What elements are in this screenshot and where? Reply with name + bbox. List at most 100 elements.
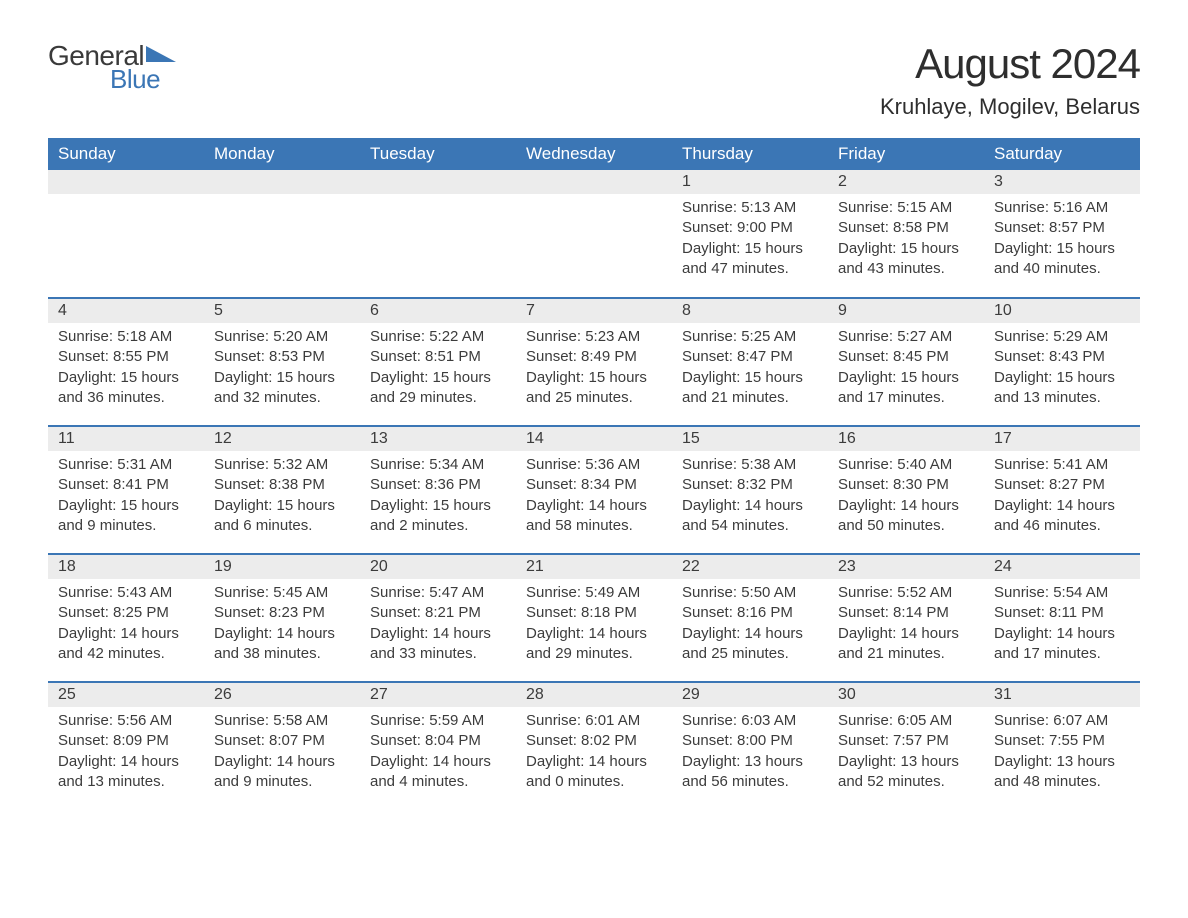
day-number: 28 bbox=[516, 683, 672, 707]
day-details: Sunrise: 5:15 AMSunset: 8:58 PMDaylight:… bbox=[828, 194, 984, 287]
day-details: Sunrise: 5:22 AMSunset: 8:51 PMDaylight:… bbox=[360, 323, 516, 416]
day-header-row: SundayMondayTuesdayWednesdayThursdayFrid… bbox=[48, 138, 1140, 170]
day-number: 20 bbox=[360, 555, 516, 579]
day-details: Sunrise: 5:32 AMSunset: 8:38 PMDaylight:… bbox=[204, 451, 360, 544]
day-number: 1 bbox=[672, 170, 828, 194]
day-details: Sunrise: 6:05 AMSunset: 7:57 PMDaylight:… bbox=[828, 707, 984, 800]
calendar-cell: 28Sunrise: 6:01 AMSunset: 8:02 PMDayligh… bbox=[516, 682, 672, 810]
day-number: 11 bbox=[48, 427, 204, 451]
calendar-cell: 1Sunrise: 5:13 AMSunset: 9:00 PMDaylight… bbox=[672, 170, 828, 298]
location-subtitle: Kruhlaye, Mogilev, Belarus bbox=[880, 94, 1140, 120]
day-details: Sunrise: 5:54 AMSunset: 8:11 PMDaylight:… bbox=[984, 579, 1140, 672]
page-header: General Blue August 2024 Kruhlaye, Mogil… bbox=[48, 40, 1140, 120]
day-header: Saturday bbox=[984, 138, 1140, 170]
day-details: Sunrise: 5:36 AMSunset: 8:34 PMDaylight:… bbox=[516, 451, 672, 544]
calendar-cell: 31Sunrise: 6:07 AMSunset: 7:55 PMDayligh… bbox=[984, 682, 1140, 810]
day-details: Sunrise: 5:13 AMSunset: 9:00 PMDaylight:… bbox=[672, 194, 828, 287]
calendar-cell bbox=[204, 170, 360, 298]
day-number: 15 bbox=[672, 427, 828, 451]
day-details: Sunrise: 5:59 AMSunset: 8:04 PMDaylight:… bbox=[360, 707, 516, 800]
calendar-cell: 13Sunrise: 5:34 AMSunset: 8:36 PMDayligh… bbox=[360, 426, 516, 554]
calendar-cell: 16Sunrise: 5:40 AMSunset: 8:30 PMDayligh… bbox=[828, 426, 984, 554]
day-details: Sunrise: 5:49 AMSunset: 8:18 PMDaylight:… bbox=[516, 579, 672, 672]
day-details: Sunrise: 5:58 AMSunset: 8:07 PMDaylight:… bbox=[204, 707, 360, 800]
day-number: 22 bbox=[672, 555, 828, 579]
calendar-cell: 15Sunrise: 5:38 AMSunset: 8:32 PMDayligh… bbox=[672, 426, 828, 554]
calendar-cell: 6Sunrise: 5:22 AMSunset: 8:51 PMDaylight… bbox=[360, 298, 516, 426]
day-details: Sunrise: 5:52 AMSunset: 8:14 PMDaylight:… bbox=[828, 579, 984, 672]
calendar-cell: 2Sunrise: 5:15 AMSunset: 8:58 PMDaylight… bbox=[828, 170, 984, 298]
day-header: Thursday bbox=[672, 138, 828, 170]
day-number: 24 bbox=[984, 555, 1140, 579]
day-number: 5 bbox=[204, 299, 360, 323]
calendar-cell: 24Sunrise: 5:54 AMSunset: 8:11 PMDayligh… bbox=[984, 554, 1140, 682]
calendar-cell: 27Sunrise: 5:59 AMSunset: 8:04 PMDayligh… bbox=[360, 682, 516, 810]
day-details: Sunrise: 5:18 AMSunset: 8:55 PMDaylight:… bbox=[48, 323, 204, 416]
calendar-cell: 12Sunrise: 5:32 AMSunset: 8:38 PMDayligh… bbox=[204, 426, 360, 554]
calendar-week-row: 25Sunrise: 5:56 AMSunset: 8:09 PMDayligh… bbox=[48, 682, 1140, 810]
day-number-empty bbox=[360, 170, 516, 194]
day-number: 21 bbox=[516, 555, 672, 579]
day-number: 9 bbox=[828, 299, 984, 323]
day-number: 19 bbox=[204, 555, 360, 579]
day-details: Sunrise: 5:41 AMSunset: 8:27 PMDaylight:… bbox=[984, 451, 1140, 544]
day-number: 31 bbox=[984, 683, 1140, 707]
calendar-cell bbox=[516, 170, 672, 298]
month-title: August 2024 bbox=[880, 40, 1140, 88]
day-header: Monday bbox=[204, 138, 360, 170]
day-number-empty bbox=[48, 170, 204, 194]
day-number: 8 bbox=[672, 299, 828, 323]
day-number: 2 bbox=[828, 170, 984, 194]
day-number: 18 bbox=[48, 555, 204, 579]
day-number: 14 bbox=[516, 427, 672, 451]
calendar-cell: 30Sunrise: 6:05 AMSunset: 7:57 PMDayligh… bbox=[828, 682, 984, 810]
calendar-cell: 29Sunrise: 6:03 AMSunset: 8:00 PMDayligh… bbox=[672, 682, 828, 810]
day-number: 6 bbox=[360, 299, 516, 323]
day-details: Sunrise: 5:47 AMSunset: 8:21 PMDaylight:… bbox=[360, 579, 516, 672]
day-number: 25 bbox=[48, 683, 204, 707]
day-details: Sunrise: 5:56 AMSunset: 8:09 PMDaylight:… bbox=[48, 707, 204, 800]
calendar-body: 1Sunrise: 5:13 AMSunset: 9:00 PMDaylight… bbox=[48, 170, 1140, 810]
day-number: 27 bbox=[360, 683, 516, 707]
calendar-cell bbox=[48, 170, 204, 298]
calendar-cell: 5Sunrise: 5:20 AMSunset: 8:53 PMDaylight… bbox=[204, 298, 360, 426]
day-number: 12 bbox=[204, 427, 360, 451]
day-details: Sunrise: 5:31 AMSunset: 8:41 PMDaylight:… bbox=[48, 451, 204, 544]
calendar-week-row: 11Sunrise: 5:31 AMSunset: 8:41 PMDayligh… bbox=[48, 426, 1140, 554]
day-number: 26 bbox=[204, 683, 360, 707]
title-block: August 2024 Kruhlaye, Mogilev, Belarus bbox=[880, 40, 1140, 120]
calendar-cell: 18Sunrise: 5:43 AMSunset: 8:25 PMDayligh… bbox=[48, 554, 204, 682]
day-details: Sunrise: 5:20 AMSunset: 8:53 PMDaylight:… bbox=[204, 323, 360, 416]
day-details: Sunrise: 5:25 AMSunset: 8:47 PMDaylight:… bbox=[672, 323, 828, 416]
day-number: 3 bbox=[984, 170, 1140, 194]
day-header: Tuesday bbox=[360, 138, 516, 170]
day-number: 23 bbox=[828, 555, 984, 579]
calendar-cell: 14Sunrise: 5:36 AMSunset: 8:34 PMDayligh… bbox=[516, 426, 672, 554]
day-details: Sunrise: 5:50 AMSunset: 8:16 PMDaylight:… bbox=[672, 579, 828, 672]
day-number: 10 bbox=[984, 299, 1140, 323]
day-header: Friday bbox=[828, 138, 984, 170]
calendar-head: SundayMondayTuesdayWednesdayThursdayFrid… bbox=[48, 138, 1140, 170]
day-details: Sunrise: 5:40 AMSunset: 8:30 PMDaylight:… bbox=[828, 451, 984, 544]
calendar-cell: 22Sunrise: 5:50 AMSunset: 8:16 PMDayligh… bbox=[672, 554, 828, 682]
day-number-empty bbox=[516, 170, 672, 194]
calendar-cell bbox=[360, 170, 516, 298]
calendar-cell: 7Sunrise: 5:23 AMSunset: 8:49 PMDaylight… bbox=[516, 298, 672, 426]
calendar-cell: 10Sunrise: 5:29 AMSunset: 8:43 PMDayligh… bbox=[984, 298, 1140, 426]
calendar-cell: 20Sunrise: 5:47 AMSunset: 8:21 PMDayligh… bbox=[360, 554, 516, 682]
day-header: Wednesday bbox=[516, 138, 672, 170]
calendar-cell: 23Sunrise: 5:52 AMSunset: 8:14 PMDayligh… bbox=[828, 554, 984, 682]
day-details: Sunrise: 5:43 AMSunset: 8:25 PMDaylight:… bbox=[48, 579, 204, 672]
day-details: Sunrise: 5:34 AMSunset: 8:36 PMDaylight:… bbox=[360, 451, 516, 544]
calendar-cell: 9Sunrise: 5:27 AMSunset: 8:45 PMDaylight… bbox=[828, 298, 984, 426]
day-details: Sunrise: 5:27 AMSunset: 8:45 PMDaylight:… bbox=[828, 323, 984, 416]
day-number: 29 bbox=[672, 683, 828, 707]
day-details: Sunrise: 5:16 AMSunset: 8:57 PMDaylight:… bbox=[984, 194, 1140, 287]
day-details: Sunrise: 5:29 AMSunset: 8:43 PMDaylight:… bbox=[984, 323, 1140, 416]
calendar-cell: 25Sunrise: 5:56 AMSunset: 8:09 PMDayligh… bbox=[48, 682, 204, 810]
day-details: Sunrise: 5:38 AMSunset: 8:32 PMDaylight:… bbox=[672, 451, 828, 544]
calendar-cell: 19Sunrise: 5:45 AMSunset: 8:23 PMDayligh… bbox=[204, 554, 360, 682]
calendar-table: SundayMondayTuesdayWednesdayThursdayFrid… bbox=[48, 138, 1140, 810]
day-number: 7 bbox=[516, 299, 672, 323]
calendar-cell: 17Sunrise: 5:41 AMSunset: 8:27 PMDayligh… bbox=[984, 426, 1140, 554]
